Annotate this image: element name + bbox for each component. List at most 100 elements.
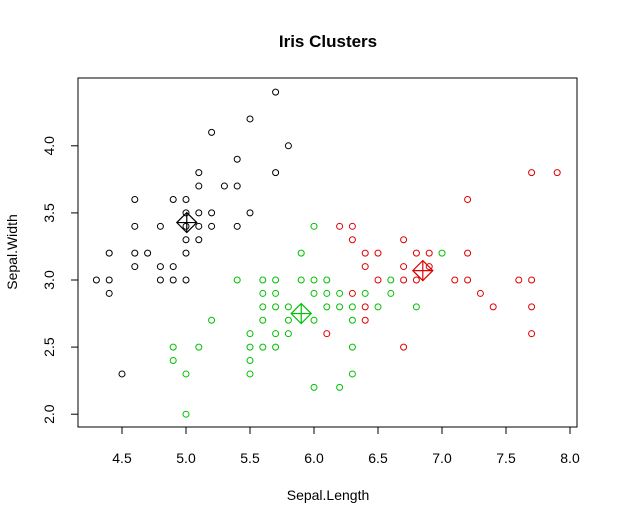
- data-point: [233, 182, 241, 190]
- data-point: [131, 263, 139, 271]
- data-point: [208, 222, 216, 230]
- centroid-markers: [175, 211, 434, 325]
- data-point: [361, 316, 369, 324]
- data-point: [400, 343, 408, 351]
- data-point: [412, 303, 420, 311]
- data-point: [297, 276, 305, 284]
- data-point: [182, 236, 190, 244]
- x-tick-label: 4.5: [112, 450, 132, 466]
- data-point: [297, 249, 305, 257]
- data-point: [169, 263, 177, 271]
- data-point: [476, 289, 484, 297]
- data-point: [182, 195, 190, 203]
- data-point: [310, 316, 318, 324]
- data-point: [259, 289, 267, 297]
- data-point: [169, 357, 177, 365]
- data-point: [412, 276, 420, 284]
- data-point: [528, 303, 536, 311]
- data-point: [144, 249, 152, 257]
- data-point: [374, 303, 382, 311]
- data-point: [233, 276, 241, 284]
- x-tick-label: 6.0: [304, 450, 324, 466]
- data-point: [348, 370, 356, 378]
- data-point: [246, 357, 254, 365]
- data-point: [182, 370, 190, 378]
- data-point: [489, 303, 497, 311]
- data-point: [272, 343, 280, 351]
- data-point: [528, 276, 536, 284]
- data-point: [528, 330, 536, 338]
- data-point: [464, 249, 472, 257]
- data-point: [208, 128, 216, 136]
- data-point: [195, 209, 203, 217]
- data-point: [425, 249, 433, 257]
- data-point: [169, 276, 177, 284]
- data-point: [464, 276, 472, 284]
- data-point: [284, 316, 292, 324]
- data-point: [323, 276, 331, 284]
- data-point: [131, 249, 139, 257]
- data-point: [361, 289, 369, 297]
- data-point: [451, 276, 459, 284]
- data-point: [272, 330, 280, 338]
- y-tick-label: 3.0: [41, 270, 57, 290]
- data-point: [387, 276, 395, 284]
- data-point: [272, 276, 280, 284]
- data-point: [195, 236, 203, 244]
- data-point: [425, 263, 433, 271]
- data-point: [105, 276, 113, 284]
- data-point: [131, 222, 139, 230]
- data-point: [310, 289, 318, 297]
- data-point: [105, 249, 113, 257]
- data-point: [553, 169, 561, 177]
- data-point: [195, 222, 203, 230]
- data-point: [336, 289, 344, 297]
- data-point: [156, 263, 164, 271]
- data-point: [156, 276, 164, 284]
- data-point: [284, 330, 292, 338]
- data-point: [169, 195, 177, 203]
- data-point: [400, 236, 408, 244]
- data-point: [310, 383, 318, 391]
- data-point: [246, 343, 254, 351]
- data-point: [246, 115, 254, 123]
- data-point: [348, 236, 356, 244]
- data-point: [182, 222, 190, 230]
- data-point: [336, 383, 344, 391]
- data-point: [92, 276, 100, 284]
- plot-box: [77, 77, 578, 428]
- x-tick-label: 7.5: [496, 450, 516, 466]
- y-tick-label: 4.0: [41, 136, 57, 156]
- data-point: [220, 182, 228, 190]
- data-point: [361, 263, 369, 271]
- data-point: [156, 222, 164, 230]
- data-point: [259, 343, 267, 351]
- y-axis: 2.0 2.5 3.0 3.5 4.0: [41, 136, 79, 424]
- x-axis-label: Sepal.Length: [287, 487, 370, 503]
- data-point: [272, 303, 280, 311]
- data-point: [374, 276, 382, 284]
- data-point: [387, 289, 395, 297]
- data-point: [348, 343, 356, 351]
- data-point: [195, 182, 203, 190]
- data-point: [272, 88, 280, 96]
- x-tick-label: 7.0: [432, 450, 452, 466]
- data-point: [400, 276, 408, 284]
- data-point: [182, 276, 190, 284]
- data-point: [284, 303, 292, 311]
- data-point: [208, 316, 216, 324]
- data-point: [233, 222, 241, 230]
- data-point: [310, 222, 318, 230]
- data-point: [259, 276, 267, 284]
- data-points: [92, 88, 561, 418]
- data-point: [259, 316, 267, 324]
- data-point: [361, 249, 369, 257]
- data-point: [259, 303, 267, 311]
- data-point: [374, 249, 382, 257]
- data-point: [464, 195, 472, 203]
- data-point: [323, 303, 331, 311]
- y-axis-label: Sepal.Width: [4, 214, 20, 289]
- chart-title: Iris Clusters: [279, 32, 377, 51]
- data-point: [105, 289, 113, 297]
- data-point: [361, 303, 369, 311]
